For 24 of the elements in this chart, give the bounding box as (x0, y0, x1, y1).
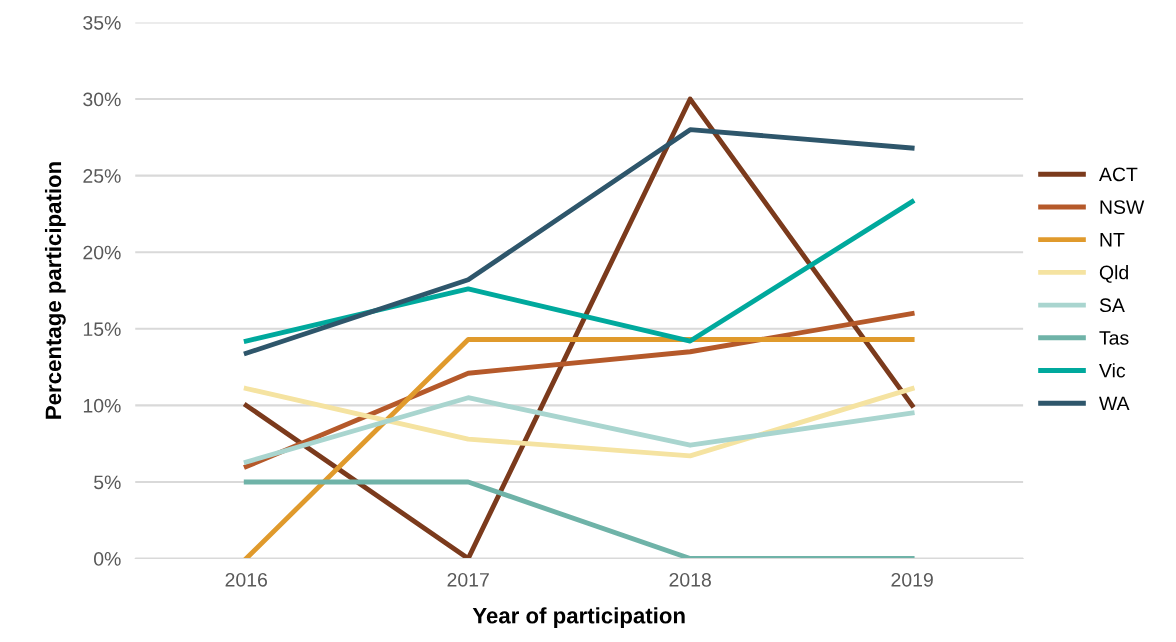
y-tick-label: 15% (83, 322, 121, 337)
x-tick-label: 2016 (225, 572, 267, 587)
legend-label: NSW (1100, 200, 1145, 214)
legend-label: Qld (1099, 265, 1128, 283)
legend-label: WA (1099, 396, 1130, 411)
y-tick-label: 30% (83, 92, 121, 107)
x-tick-label: 2019 (891, 572, 933, 587)
line-series (243, 127, 915, 356)
legend-label: Tas (1099, 331, 1129, 345)
line-series (243, 395, 915, 465)
y-tick-label: 20% (83, 245, 121, 260)
x-axis-title: Year of participation (472, 607, 685, 628)
legend-label: SA (1099, 298, 1125, 313)
y-tick-label: 25% (83, 169, 121, 183)
y-axis-title: Percentage participation (44, 162, 66, 419)
y-tick-label: 10% (83, 398, 121, 413)
y-tick-label: 35% (83, 15, 121, 30)
legend-label: NT (1100, 233, 1125, 247)
y-tick-label: 5% (94, 475, 121, 490)
legend-label: ACT (1098, 167, 1138, 182)
legend-label: Vic (1099, 363, 1126, 378)
y-tick-label: 0% (94, 552, 121, 566)
x-tick-label: 2017 (447, 572, 489, 587)
x-tick-label: 2018 (669, 572, 711, 587)
